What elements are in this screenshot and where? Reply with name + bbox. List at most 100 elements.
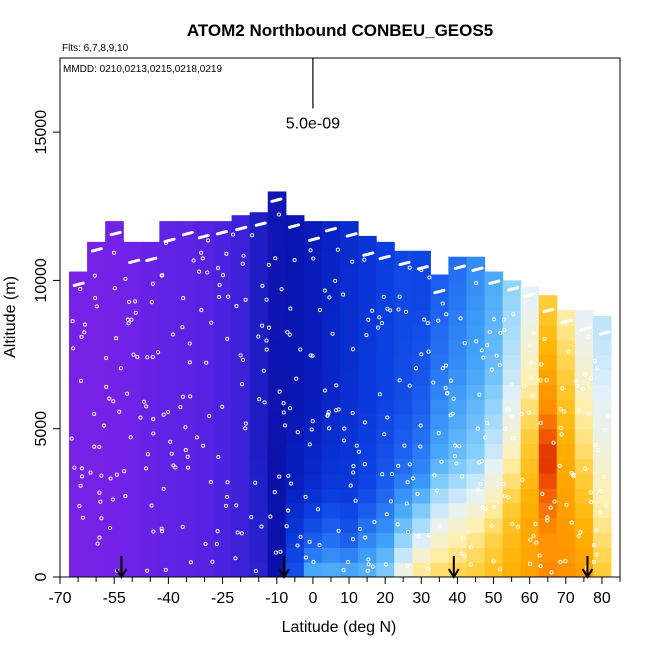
heatmap-cell	[520, 428, 540, 445]
sample-point	[310, 419, 315, 424]
sample-point	[411, 476, 416, 481]
heatmap-cell	[448, 413, 468, 430]
heatmap-cell	[321, 473, 341, 489]
sample-point	[403, 309, 409, 314]
flight-track-segment	[72, 281, 85, 287]
heatmap-cell	[141, 488, 160, 504]
sample-point	[385, 306, 390, 311]
sample-point	[284, 524, 289, 529]
heatmap-cell	[358, 547, 377, 563]
heatmap-cell	[376, 384, 395, 400]
heatmap-cell	[502, 354, 522, 370]
heatmap-cell	[195, 339, 215, 356]
sample-point	[341, 568, 346, 573]
heatmap-cell	[69, 280, 88, 296]
sample-point	[335, 247, 340, 252]
heatmap-cell	[69, 488, 88, 504]
sample-point	[396, 463, 401, 468]
heatmap-cell	[231, 399, 251, 415]
heatmap-cell	[394, 310, 413, 326]
heatmap-cell	[466, 473, 486, 489]
sample-point	[545, 518, 550, 523]
heatmap-cell	[267, 532, 287, 548]
heatmap-cell	[484, 271, 504, 282]
sample-point	[487, 329, 492, 334]
heatmap-cell	[267, 413, 287, 430]
sample-point	[474, 339, 479, 344]
heatmap-cell	[358, 488, 377, 504]
heatmap-cell	[520, 488, 540, 504]
sample-point	[151, 417, 156, 422]
sample-point	[88, 470, 93, 475]
sample-point	[437, 524, 442, 529]
sample-point	[413, 366, 418, 371]
heatmap-cell	[484, 428, 504, 445]
heatmap-cell	[556, 443, 576, 459]
flight-track-segment	[579, 326, 592, 332]
sample-point	[431, 380, 436, 385]
heatmap-cell	[123, 265, 142, 282]
y-tick-label: 5000	[33, 411, 50, 447]
heatmap-cell	[141, 532, 160, 548]
sample-point	[448, 378, 453, 383]
sample-point	[220, 404, 225, 409]
sample-point	[327, 426, 332, 431]
sample-point	[277, 474, 282, 479]
sample-point	[348, 483, 353, 488]
sample-point	[112, 286, 117, 291]
heatmap-cell	[592, 399, 612, 415]
heatmap-cell	[267, 458, 287, 474]
heatmap-cell	[538, 502, 558, 519]
sample-point	[376, 325, 381, 330]
heatmap-cell	[556, 339, 576, 356]
sample-point	[311, 256, 316, 261]
heatmap-cell	[141, 354, 160, 370]
x-tick-label: 80	[593, 590, 611, 607]
heatmap-cell	[231, 324, 251, 341]
heatmap-cell	[340, 413, 359, 430]
sample-point	[241, 253, 246, 258]
heatmap-cell	[484, 458, 504, 474]
sample-point	[485, 343, 490, 348]
heatmap-cell	[195, 517, 215, 534]
sample-point	[129, 317, 134, 322]
heatmap-cell	[105, 547, 124, 563]
heatmap-cell	[213, 458, 233, 474]
sample-point	[604, 503, 609, 508]
heatmap-cell	[141, 562, 160, 577]
sample-point	[159, 273, 164, 278]
heatmap-cell	[502, 399, 522, 415]
sample-point	[170, 332, 175, 337]
heatmap-cell	[285, 384, 305, 400]
heatmap-cell	[249, 488, 269, 504]
heatmap-cell	[177, 488, 197, 504]
heatmap-cell	[574, 547, 594, 563]
sample-point	[216, 454, 221, 460]
sample-point	[240, 357, 246, 362]
heatmap-cell	[159, 532, 179, 548]
heatmap-cell	[195, 280, 215, 296]
sample-point	[238, 353, 243, 358]
heatmap-cell	[249, 413, 269, 430]
heatmap-cell	[231, 280, 251, 296]
heatmap-cell	[159, 221, 179, 237]
sample-point	[336, 407, 341, 412]
heatmap-cell	[466, 280, 486, 296]
sample-point	[491, 559, 496, 564]
sample-point	[224, 251, 229, 256]
heatmap-cell	[520, 369, 540, 385]
sample-point	[187, 341, 192, 346]
heatmap-cell	[321, 399, 341, 415]
x-tick-label: -40	[157, 590, 180, 607]
heatmap-cell	[340, 399, 359, 415]
heatmap-cell	[412, 517, 431, 534]
sample-point	[602, 428, 607, 433]
sample-point	[395, 522, 400, 527]
heatmap-cell	[376, 443, 395, 459]
heatmap-cell	[249, 428, 269, 445]
sample-point	[201, 443, 206, 448]
sample-point	[577, 408, 582, 413]
sample-point	[97, 535, 102, 540]
heatmap-cell	[159, 502, 179, 519]
y-axis: 0 5000 10000 15000	[33, 110, 60, 581]
